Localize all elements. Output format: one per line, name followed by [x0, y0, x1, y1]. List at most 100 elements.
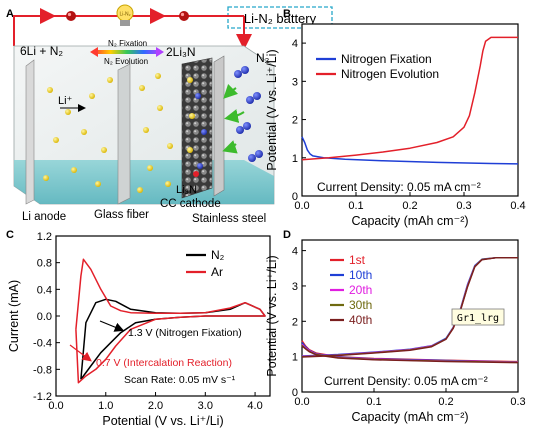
y-tick-label: 3 — [292, 281, 298, 293]
n2-flow-arrows — [222, 83, 245, 154]
carbon-cloth-cathode — [181, 57, 213, 199]
panel-c-letter: C — [6, 229, 14, 241]
x-tick-label: 0.0 — [294, 396, 309, 408]
x-tick-label: 0.1 — [348, 200, 363, 212]
y-tick-label: 1 — [292, 352, 298, 364]
li3n-label: Li₃N — [176, 184, 197, 196]
y-tick-label: 3 — [292, 76, 298, 88]
tooltip-text: Gr1_lrg — [457, 313, 499, 324]
x-tick-label: 0.2 — [402, 200, 417, 212]
y-tick-label: 2 — [292, 316, 298, 328]
title-box — [227, 6, 333, 29]
x-axis-label: Potential (V vs. Li⁺/Li) — [102, 414, 223, 428]
x-tick-label: 0.1 — [366, 396, 381, 408]
y-tick-label: 4 — [292, 246, 298, 258]
panel-b-annotation: Current Density: 0.05 mA cm⁻² — [317, 180, 481, 194]
li-anode-plate — [25, 59, 35, 205]
y-tick-label: 1.2 — [37, 231, 52, 243]
circuit-wire-left — [13, 15, 244, 46]
series-line-charge — [301, 257, 518, 358]
n2-gas-label: N₂ — [256, 51, 270, 65]
li-ions — [43, 73, 173, 193]
li3n-deposits — [187, 77, 207, 177]
legend-label: Ar — [211, 265, 223, 279]
y-tick-label: -1.2 — [33, 391, 52, 403]
y-tick-label: 0.4 — [37, 284, 52, 296]
label-li-anode: Li anode — [22, 211, 66, 223]
annotation-arrow-fix — [99, 320, 125, 332]
x-tick-label: 0.2 — [438, 396, 453, 408]
y-tick-label: 0 — [292, 191, 298, 203]
panel-b: B 0.0 0.1 0.2 0.3 0.4 0 1 2 3 4 Capacity (mAh cm⁻²… — [265, 8, 526, 228]
annotation-intercalation: 0.7 V (Intercalation Reaction) — [96, 357, 232, 369]
y-tick-label: 1 — [292, 153, 298, 165]
equation-arrow-head-right — [156, 47, 164, 57]
y-tick-label: 0.0 — [37, 311, 52, 323]
x-tick-label: 0.4 — [510, 200, 525, 212]
panel-a-schematic: A Li-N₂ battery Li-N₂ — [6, 4, 333, 225]
x-axis-label: Capacity (mAh cm⁻²) — [351, 410, 468, 424]
panel-c: C 0.0 1.0 2.0 3.0 4.0 -1.2 -0.8 -0.4 0.0 0.4 0.8 1.… — [6, 229, 271, 428]
y-axis-label: Current (mA) — [7, 280, 21, 352]
battery-title: Li-N₂ battery — [244, 11, 317, 26]
n2-molecules — [234, 66, 263, 162]
bulb-label: Li-N₂ — [119, 12, 130, 18]
y-tick-label: 2 — [292, 115, 298, 127]
y-tick-label: -0.4 — [33, 338, 52, 350]
legend-label: Nitrogen Evolution — [341, 67, 439, 81]
legend-label: 40th — [349, 313, 372, 327]
y-tick-label: 4 — [292, 38, 298, 50]
y-axis-label: Potential (V vs. Li⁺/Li) — [265, 49, 279, 170]
legend-label: Nitrogen Fixation — [341, 52, 432, 66]
x-tick-label: 0.0 — [48, 400, 63, 412]
x-tick-label: 0.3 — [456, 200, 471, 212]
arrow-label-evolution: N₂ Evolution — [104, 57, 148, 66]
x-axis-label: Capacity (mAh cm⁻²) — [351, 214, 468, 228]
x-tick-label: 3.0 — [198, 400, 213, 412]
chart-c: 0.0 1.0 2.0 3.0 4.0 -1.2 -0.8 -0.4 0.0 0.4 0.8 1.2 P… — [7, 231, 271, 428]
x-tick-label: 4.0 — [247, 400, 262, 412]
series-line — [75, 258, 266, 384]
equation-arrow-head-left — [90, 47, 98, 57]
y-axis-label: Potential (V vs. Li⁺/Li) — [265, 255, 279, 376]
y-tick-label: -0.8 — [33, 364, 52, 376]
y-tick-label: 0.8 — [37, 258, 52, 270]
equation-left: 6Li + N₂ — [20, 44, 63, 58]
panel-d-annotation: Current Density: 0.05 mA cm⁻² — [324, 374, 488, 388]
electron-icon — [66, 11, 189, 21]
panel-d: D 0.0 0.1 0.2 0.3 0 1 2 3 4 Capacity (mAh cm⁻²) Po… — [265, 229, 526, 424]
legend-label: 20th — [349, 283, 372, 297]
label-stainless-steel: Stainless steel — [192, 213, 266, 225]
series-line — [301, 36, 518, 161]
chart-b: 0.0 0.1 0.2 0.3 0.4 0 1 2 3 4 Capacity (mAh cm⁻²) P… — [265, 23, 526, 228]
y-tick-label: 0 — [292, 387, 298, 399]
label-cc-cathode: CC cathode — [160, 198, 221, 210]
panel-d-letter: D — [283, 229, 291, 241]
electrolyte — [14, 160, 274, 204]
legend-label: 10th — [349, 268, 372, 282]
annotation-scan-rate: Scan Rate: 0.05 mV s⁻¹ — [124, 374, 236, 386]
x-tick-label: 2.0 — [148, 400, 163, 412]
x-tick-label: 0.3 — [510, 396, 525, 408]
equation-rainbow-arrow — [94, 50, 160, 54]
legend-label: 1st — [349, 253, 366, 267]
x-tick-label: 1.0 — [98, 400, 113, 412]
label-glass-fiber: Glass fiber — [94, 209, 149, 221]
panel-b-letter: B — [283, 8, 291, 20]
legend-label: 30th — [349, 298, 372, 312]
panel-a-letter: A — [6, 8, 14, 20]
chart-d: 0.0 0.1 0.2 0.3 0 1 2 3 4 Capacity (mAh cm⁻²) Pote… — [265, 239, 526, 424]
stainless-steel-collector — [213, 55, 225, 197]
li-ion-label: Li⁺ — [58, 95, 73, 107]
annotation-fix: 1.3 V (Nitrogen Fixation) — [128, 327, 242, 339]
glass-fiber-separator — [117, 63, 131, 205]
x-tick-label: 0.0 — [294, 200, 309, 212]
bulb-icon: Li-N₂ — [116, 4, 134, 26]
legend-label: N₂ — [211, 248, 225, 262]
arrow-label-fixation: N₂ Fixation — [108, 39, 147, 48]
tooltip-box — [451, 308, 505, 326]
annotation-arrow-intercalation — [69, 344, 92, 362]
plot-frame-b — [301, 23, 519, 197]
equation-right: 2Li₃N — [166, 45, 196, 59]
